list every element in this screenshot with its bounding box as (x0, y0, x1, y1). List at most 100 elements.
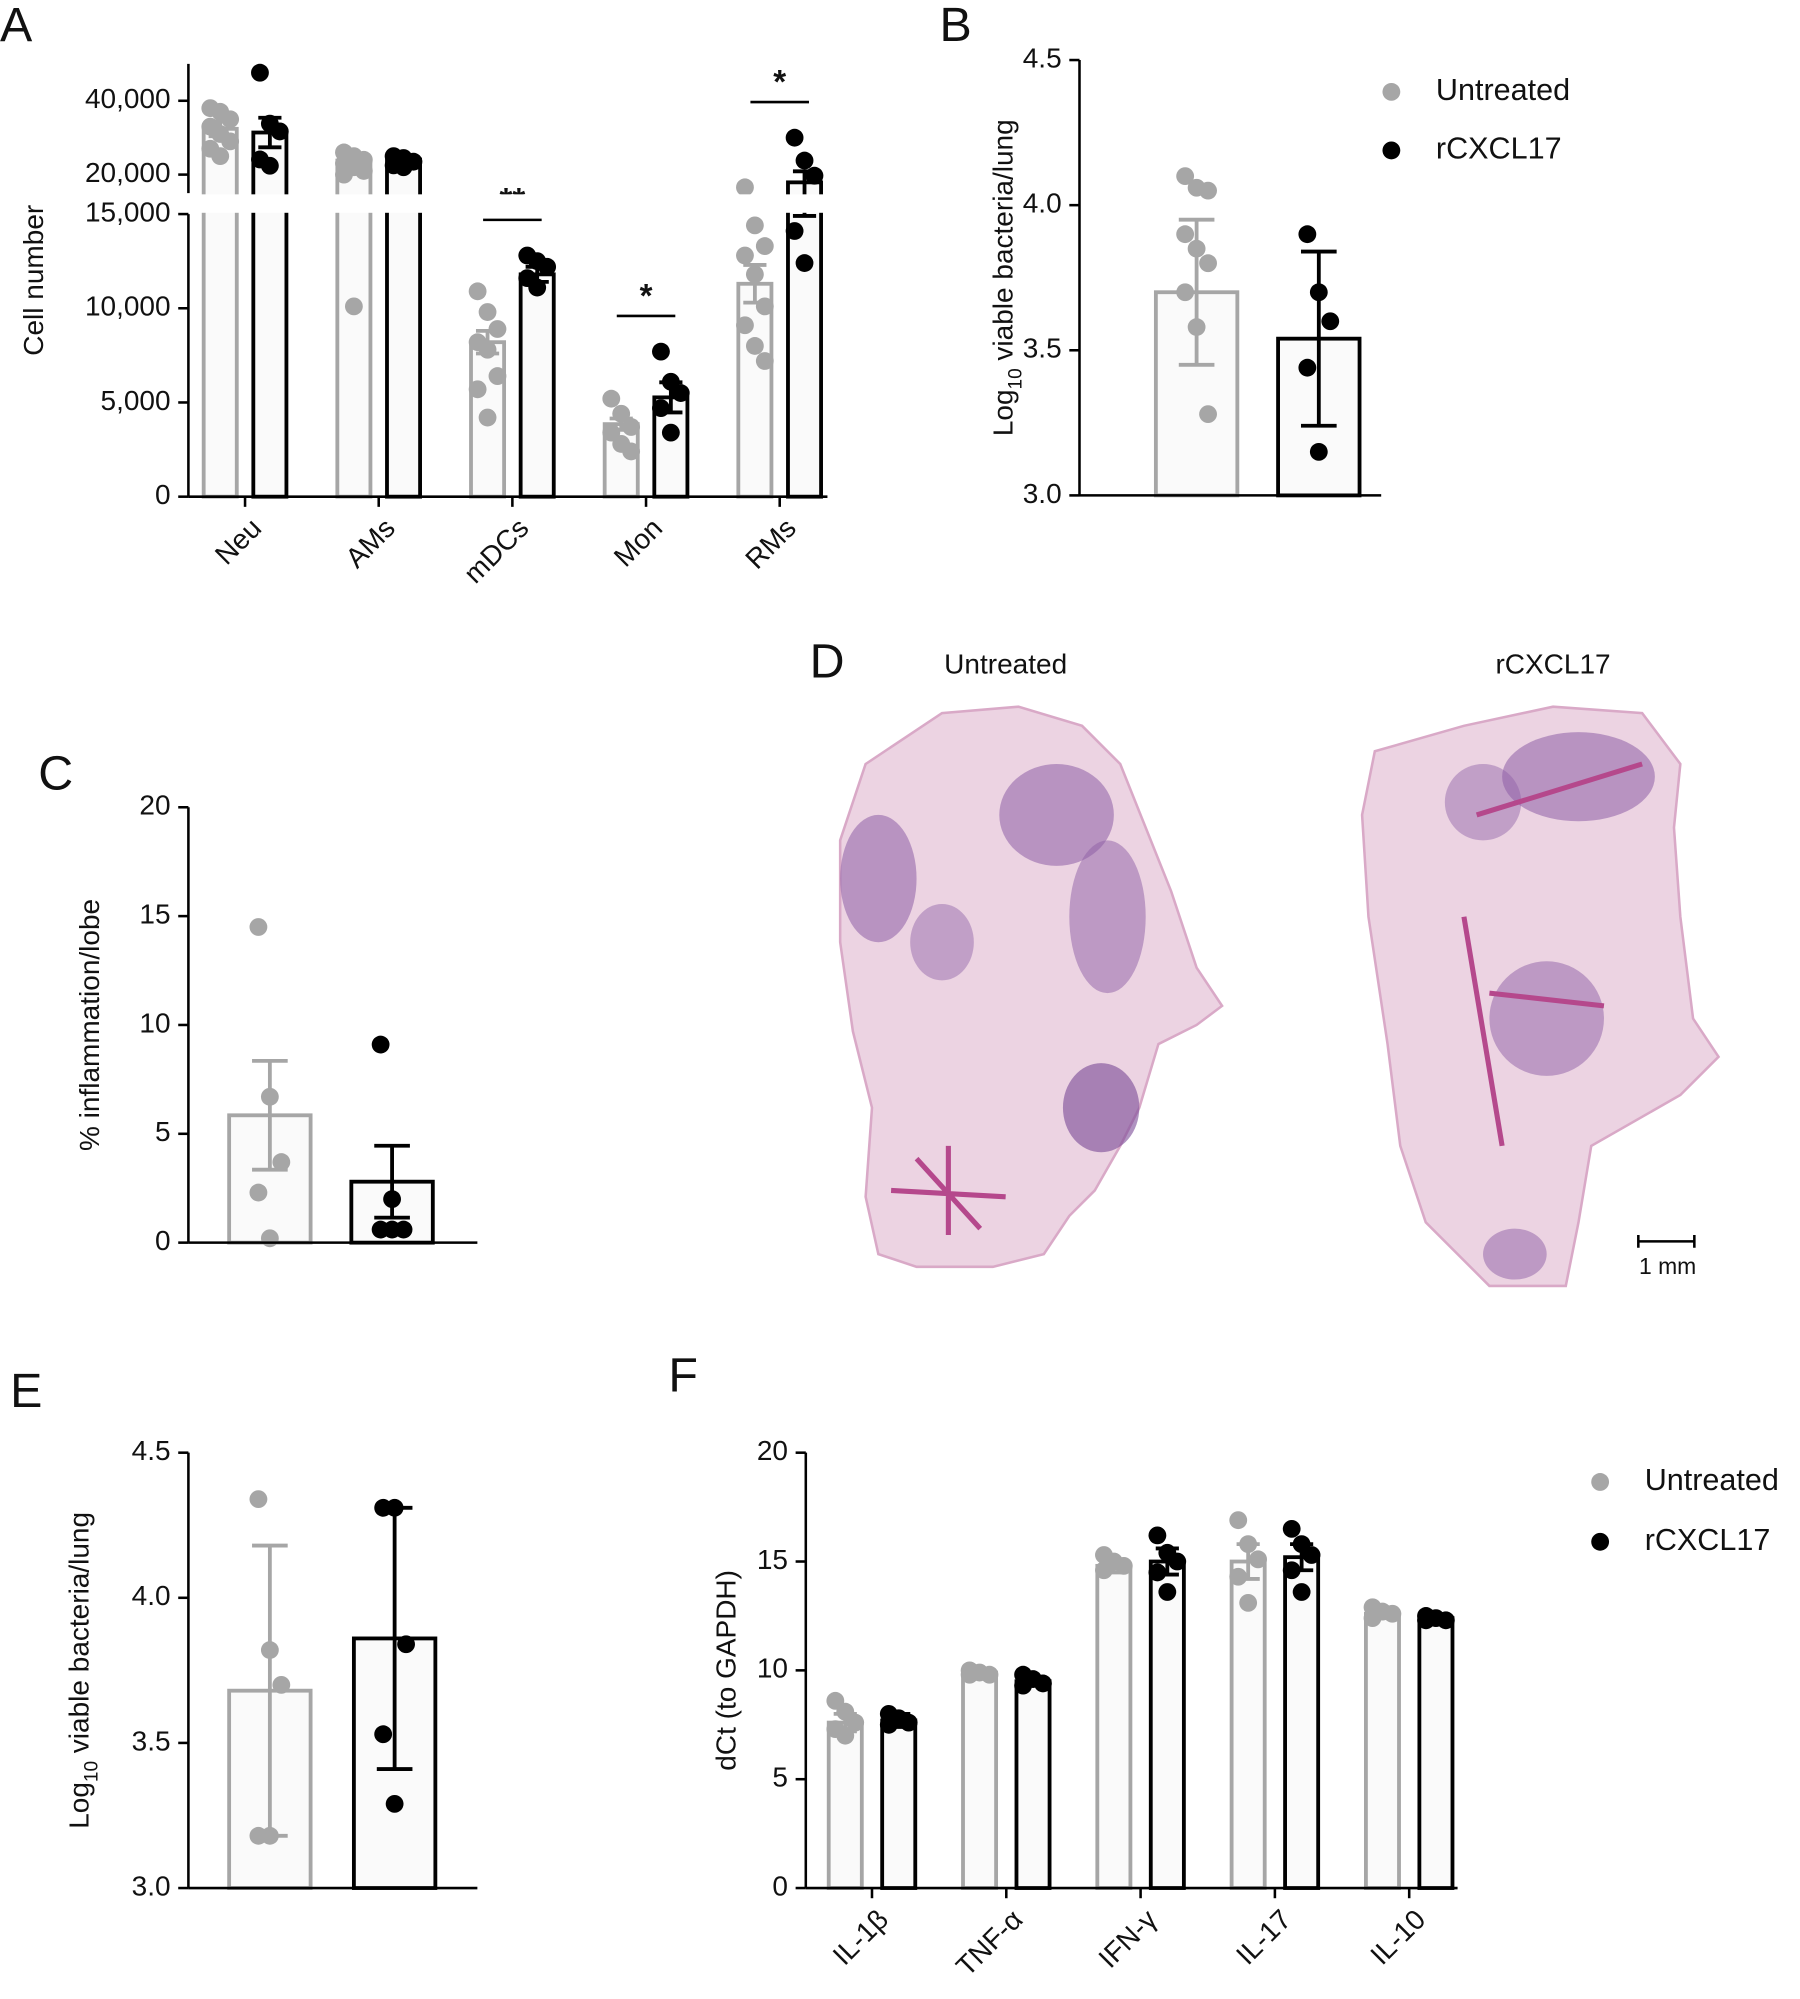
y-tick-label: 5 (155, 1116, 171, 1147)
lesion (1062, 1063, 1140, 1153)
data-point (478, 408, 497, 427)
data-point (251, 63, 269, 82)
bar (251, 130, 289, 499)
data-point (270, 122, 289, 141)
x-tick-label: IL-1β (827, 1904, 894, 1971)
data-point (488, 367, 507, 386)
panel-subtitle: rCXCL17 (1495, 648, 1610, 679)
data-point (755, 237, 774, 256)
bar (826, 1720, 864, 1890)
data-point (1014, 1676, 1033, 1695)
y-tick-label: 3.0 (132, 1870, 171, 1901)
data-point (1176, 283, 1195, 302)
data-point (736, 178, 754, 197)
y-tick-label: 10,000 (85, 291, 171, 322)
data-point (602, 389, 621, 408)
data-point (745, 265, 764, 284)
lesion (1444, 763, 1522, 841)
x-tick-label: mDCs (458, 512, 535, 589)
lung-untreated (838, 705, 1224, 1269)
data-point (785, 222, 804, 240)
data-point (371, 1035, 390, 1054)
data-point (1199, 181, 1217, 200)
data-point (1034, 1674, 1052, 1693)
data-point (980, 1665, 999, 1684)
data-point (755, 297, 774, 316)
lesion (1069, 840, 1146, 994)
x-tick-label: AMs (339, 512, 401, 574)
data-point (795, 151, 814, 170)
y-axis-label-main: Log (64, 1782, 95, 1829)
error-bar (1300, 249, 1337, 428)
lesion (910, 904, 974, 981)
data-point (1436, 1611, 1455, 1630)
y-tick-label: 15,000 (85, 196, 171, 227)
bar (961, 1670, 999, 1890)
data-point (1229, 1511, 1248, 1530)
data-point (1309, 442, 1328, 461)
y-tick-label: 10 (757, 1653, 788, 1684)
y-tick-label: 15 (757, 1544, 788, 1575)
airway (890, 1145, 1006, 1236)
data-point (795, 254, 814, 272)
data-point (1148, 1526, 1167, 1545)
data-point (344, 297, 363, 316)
data-point (260, 1826, 279, 1845)
data-point (736, 246, 754, 265)
x-tick-label: Neu (209, 512, 267, 570)
data-point (468, 380, 487, 399)
legend-marker (1591, 1473, 1610, 1491)
data-point (538, 257, 557, 276)
data-point (335, 165, 353, 184)
data-point (1095, 1561, 1113, 1580)
data-point (736, 316, 754, 335)
lung-rcxcl17 (1360, 705, 1721, 1288)
data-point (478, 303, 497, 321)
data-point (612, 404, 631, 423)
y-axis-label: Log10 viable bacteria/lung (988, 119, 1026, 436)
lesion (1502, 732, 1655, 822)
bar (736, 281, 774, 499)
data-point (1298, 358, 1317, 377)
y-tick-label: 5,000 (101, 385, 171, 416)
data-point (1417, 1611, 1435, 1630)
data-point (221, 132, 240, 151)
legend-marker (1591, 1532, 1610, 1551)
data-point (1148, 1563, 1167, 1582)
y-axis-label: Log10 viable bacteria/lung (64, 1512, 102, 1829)
data-point (394, 158, 413, 177)
data-point (260, 156, 279, 175)
data-point (1363, 1609, 1382, 1628)
bar (1014, 1679, 1052, 1890)
lesion (840, 814, 917, 943)
x-tick-label: IL-10 (1364, 1904, 1431, 1971)
bar (1364, 1611, 1401, 1890)
y-tick-label: 40,000 (85, 83, 171, 114)
lesion (1483, 1228, 1547, 1280)
data-point (385, 1794, 404, 1813)
y-axis-label: dCt (to GAPDH) (711, 1570, 742, 1771)
data-point (383, 1190, 401, 1209)
data-point (1239, 1535, 1258, 1554)
data-point (1282, 1519, 1301, 1538)
data-point (221, 110, 240, 129)
data-point (671, 384, 690, 402)
data-point (1298, 225, 1317, 244)
data-point (1199, 405, 1217, 424)
data-point (1176, 167, 1195, 186)
y-tick-label: 0 (772, 1870, 788, 1901)
scale-bar-label: 1 mm (1639, 1253, 1696, 1279)
data-point (260, 1087, 279, 1106)
bar (385, 157, 422, 499)
data-point (1302, 1546, 1321, 1564)
y-tick-label: 3.5 (1023, 333, 1062, 364)
data-point (478, 340, 497, 359)
y-axis-label: Cell number (18, 205, 49, 356)
data-point (397, 1635, 415, 1654)
bar (201, 126, 239, 499)
y-tick-label: 5 (772, 1762, 788, 1793)
data-point (652, 399, 670, 418)
bar (1095, 1563, 1133, 1890)
data-point (249, 1490, 268, 1509)
data-point (249, 918, 268, 936)
